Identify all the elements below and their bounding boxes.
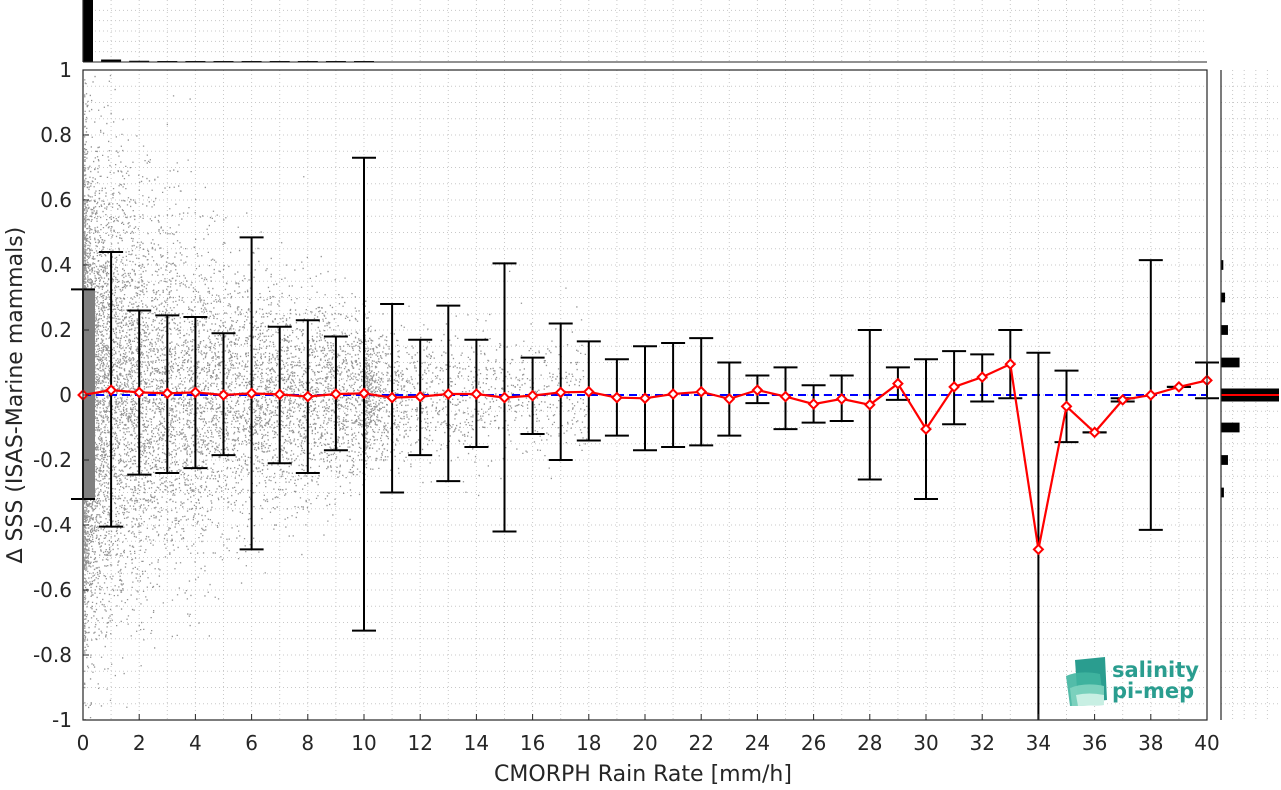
y-tick-label: 0.8: [40, 123, 72, 147]
mean-marker: [301, 390, 314, 403]
mean-marker: [470, 388, 483, 400]
mean-marker: [554, 386, 567, 399]
x-tick-label: 8: [301, 731, 314, 755]
grid: [83, 0, 1279, 720]
mean-marker: [723, 392, 736, 405]
mean-marker: [948, 380, 961, 393]
mean-marker: [329, 388, 342, 400]
x-tick-label: 24: [745, 731, 770, 755]
mean-marker: [751, 384, 764, 397]
mean-marker: [695, 385, 708, 398]
y-tick-label: -0.2: [33, 448, 72, 472]
mean-marker: [807, 398, 820, 411]
mean-marker: [920, 423, 932, 436]
y-tick-label: -0.8: [33, 643, 72, 667]
mean-marker: [1060, 400, 1073, 413]
y-tick-label: 0.6: [40, 188, 72, 212]
top-hist-bar: [101, 59, 122, 62]
mean-marker: [161, 387, 174, 400]
mean-marker: [1004, 358, 1017, 371]
mean-marker: [358, 387, 370, 400]
x-tick-label: 6: [245, 731, 258, 755]
mean-marker: [582, 385, 595, 398]
mean-marker: [498, 391, 511, 404]
mean-marker: [779, 390, 792, 403]
right-hist-bar: [1221, 487, 1224, 498]
tick-labels: 0 2 4 6 8 10 12 14 16 18 20 22 24 26 28 30 32 34 36 38 4010.…: [33, 58, 1220, 755]
x-tick-label: 2: [133, 731, 146, 755]
x-axis-title: CMORPH Rain Rate [mm/h]: [494, 762, 792, 786]
right-hist-bar: [1221, 422, 1240, 433]
mean-marker: [1172, 380, 1185, 393]
x-tick-label: 28: [857, 731, 882, 755]
x-tick-label: 20: [632, 731, 657, 755]
mean-marker: [386, 391, 399, 404]
mean-marker: [217, 389, 230, 401]
mean-marker: [976, 371, 989, 384]
y-tick-label: -0.6: [33, 578, 72, 602]
mean-marker: [105, 384, 118, 397]
mean-marker: [835, 392, 848, 405]
y-tick-label: 1: [59, 58, 72, 82]
mean-marker: [273, 388, 286, 401]
mean-marker: [1144, 389, 1157, 401]
y-tick-label: -1: [52, 708, 72, 732]
top-histogram: [83, 0, 1207, 63]
right-histogram: [1221, 260, 1279, 498]
mean-marker: [667, 388, 680, 400]
right-hist-bar: [1221, 292, 1226, 303]
mean-marker: [639, 392, 651, 405]
y-tick-label: 0: [59, 383, 72, 407]
mean-marker: [442, 388, 455, 400]
x-tick-label: 14: [464, 731, 489, 755]
top-hist-bar: [129, 60, 150, 62]
x-tick-label: 4: [189, 731, 202, 755]
mean-marker: [526, 389, 539, 402]
x-tick-label: 32: [969, 731, 994, 755]
x-tick-label: 10: [351, 731, 376, 755]
mean-marker: [245, 387, 258, 400]
right-hist-bar: [1221, 357, 1240, 368]
x-tick-label: 26: [801, 731, 826, 755]
x-tick-label: 12: [407, 731, 432, 755]
mean-marker: [891, 377, 904, 390]
x-tick-label: 22: [688, 731, 713, 755]
mean-marker: [610, 391, 623, 404]
salinity-pi-mep-logo: salinity pi-mep: [1066, 657, 1199, 706]
x-tick-label: 38: [1138, 731, 1163, 755]
x-tick-label: 30: [913, 731, 938, 755]
mean-marker: [863, 398, 876, 411]
wave-logo-icon: [1066, 657, 1107, 706]
error-bar: [1026, 351, 1051, 720]
mean-marker: [1088, 426, 1101, 439]
axes-frame: [82, 0, 1222, 721]
mean-marker: [1116, 393, 1129, 406]
y-tick-label: -0.4: [33, 513, 72, 537]
logo-line2: pi-mep: [1112, 679, 1194, 703]
right-hist-bar: [1221, 325, 1228, 335]
right-hist-bar: [1221, 455, 1228, 465]
y-tick-label: 0.2: [40, 318, 72, 342]
x-tick-label: 16: [520, 731, 545, 755]
x-tick-label: 40: [1194, 731, 1219, 755]
x-tick-label: 36: [1082, 731, 1107, 755]
x-tick-label: 18: [576, 731, 601, 755]
logo-line1: salinity: [1112, 658, 1199, 682]
mean-marker: [1032, 543, 1045, 556]
mean-marker: [133, 386, 146, 399]
y-tick-label: 0.4: [40, 253, 72, 277]
top-hist-bar: [83, 0, 93, 62]
x-tick-label: 34: [1026, 731, 1051, 755]
mean-marker: [189, 386, 202, 399]
mean-series: [77, 358, 1213, 556]
y-axis-title: ∆ SSS (ISAS-Marine mammals): [3, 227, 28, 565]
right-hist-bar: [1221, 260, 1224, 270]
mean-marker: [414, 390, 427, 403]
x-tick-label: 0: [77, 731, 90, 755]
